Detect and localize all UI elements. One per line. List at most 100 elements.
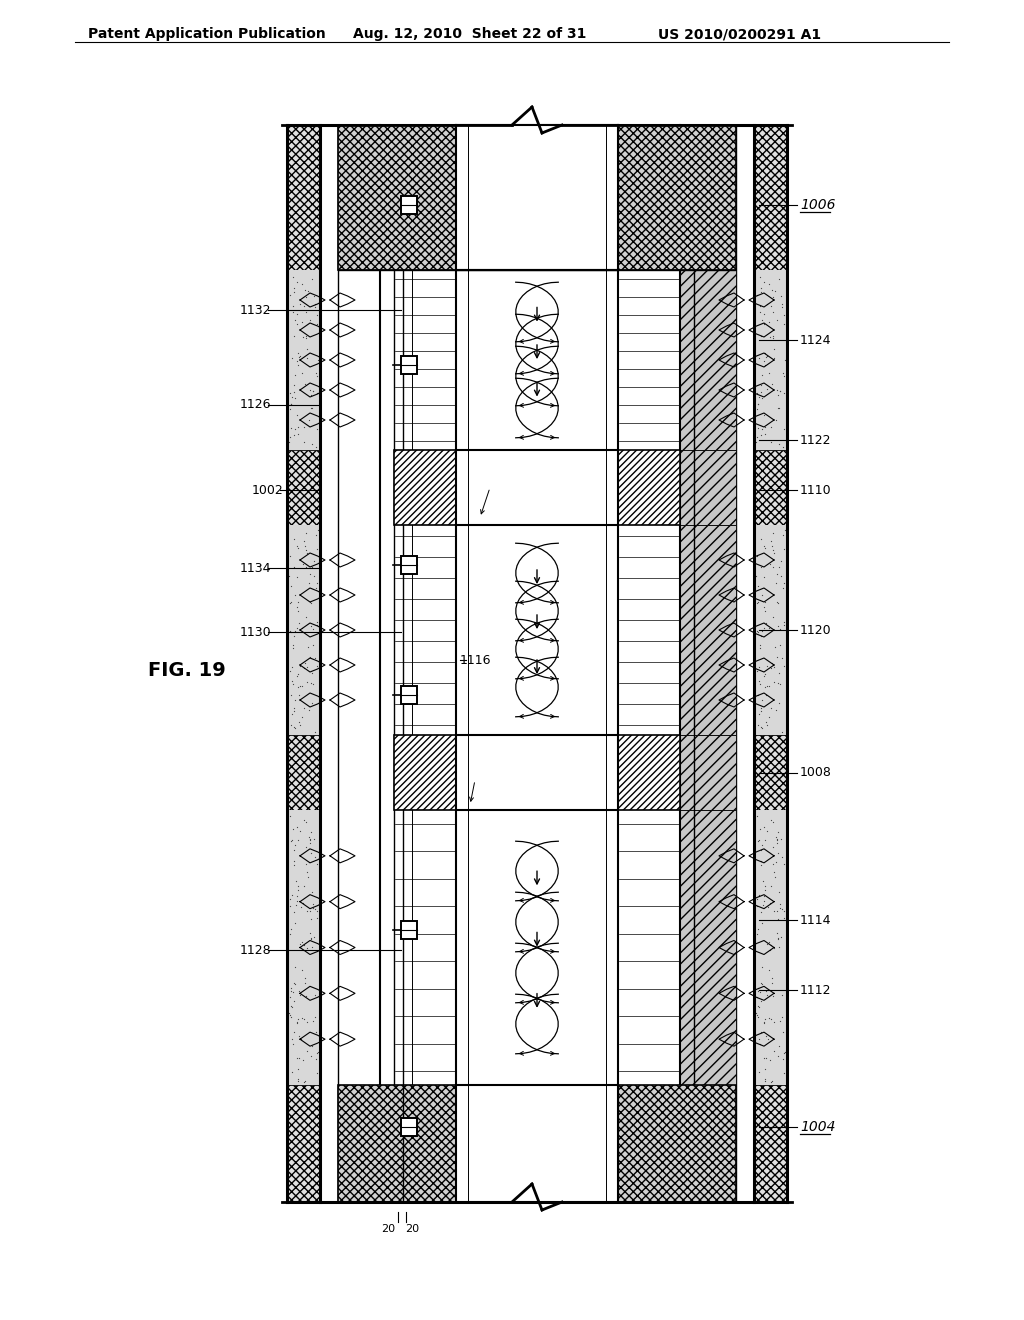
Point [769,900,785,921]
Point [759,933,775,954]
Point [769,921,785,942]
Point [753,1022,769,1043]
Point [758,346,774,367]
Point [761,273,777,294]
Point [308,578,325,599]
Point [758,1047,774,1068]
Point [303,433,319,454]
Bar [754,271,787,450]
Bar [400,921,417,939]
Point [760,1028,776,1049]
Point [765,286,781,308]
Point [291,1026,307,1047]
Point [766,656,782,677]
Point [775,539,792,560]
Point [760,896,776,917]
Point [295,892,311,913]
Point [285,829,301,850]
Point [305,380,322,401]
Point [772,635,788,656]
Point [290,601,306,622]
Point [291,684,307,705]
Point [285,673,301,694]
Bar [754,810,787,1085]
Point [287,620,303,642]
Point [750,995,766,1016]
Point [303,927,319,948]
Point [775,578,792,599]
Point [284,1061,300,1082]
Point [283,393,299,414]
Point [283,888,299,909]
Point [298,540,314,561]
Point [292,933,308,954]
Point [287,309,303,330]
Point [303,1045,319,1067]
Point [763,416,779,437]
Point [289,665,305,686]
Point [753,854,769,875]
Point [282,924,298,945]
Point [774,296,791,317]
Point [766,339,782,360]
Point [774,293,791,314]
Point [750,399,766,420]
Point [302,832,318,853]
Point [307,296,324,317]
Text: 1004: 1004 [800,1119,836,1134]
Point [290,354,306,375]
Point [301,409,317,430]
Point [761,706,777,727]
Bar [400,195,417,214]
Point [284,884,300,906]
Point [290,879,306,900]
Point [759,294,775,315]
Point [298,327,314,348]
Point [776,615,793,636]
Point [290,1059,306,1080]
Point [286,1022,302,1043]
Point [304,556,321,577]
Point [754,957,770,978]
Point [762,1049,778,1071]
Point [774,1022,791,1043]
Point [306,899,323,920]
Point [749,986,765,1007]
Point [769,647,785,668]
Bar [618,125,736,271]
Point [766,1011,782,1032]
Bar [754,735,787,810]
Point [763,935,779,956]
Point [753,851,769,873]
Point [757,879,773,900]
Point [283,995,299,1016]
Point [749,805,765,826]
Point [753,626,769,647]
Point [754,912,770,933]
Point [770,593,786,614]
Point [309,1041,326,1063]
Point [753,277,769,298]
Point [761,312,777,333]
Point [302,647,318,668]
Point [293,1028,309,1049]
Point [290,591,306,612]
Point [303,663,319,684]
Point [301,564,317,585]
Point [286,325,302,346]
Point [287,387,303,408]
Point [296,1008,312,1030]
Point [291,612,307,634]
Point [309,900,326,921]
Point [298,326,314,347]
Point [753,325,769,346]
Point [773,285,790,306]
Point [753,973,769,994]
Point [775,366,792,387]
Point [775,1048,792,1069]
Point [751,1061,767,1082]
Point [290,664,306,685]
Point [303,397,319,418]
Point [299,656,315,677]
Point [757,829,773,850]
